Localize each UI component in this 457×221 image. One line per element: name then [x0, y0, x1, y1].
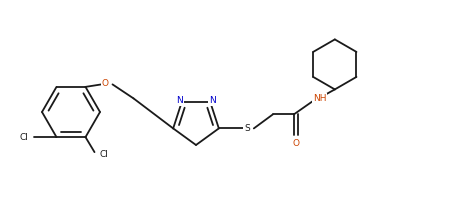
Text: N: N — [176, 96, 183, 105]
Text: NH: NH — [313, 94, 327, 103]
Text: O: O — [102, 79, 109, 88]
Text: S: S — [244, 124, 250, 133]
Text: Cl: Cl — [20, 133, 28, 142]
Text: N: N — [209, 96, 216, 105]
Text: O: O — [292, 139, 299, 148]
Text: Cl: Cl — [99, 150, 108, 159]
